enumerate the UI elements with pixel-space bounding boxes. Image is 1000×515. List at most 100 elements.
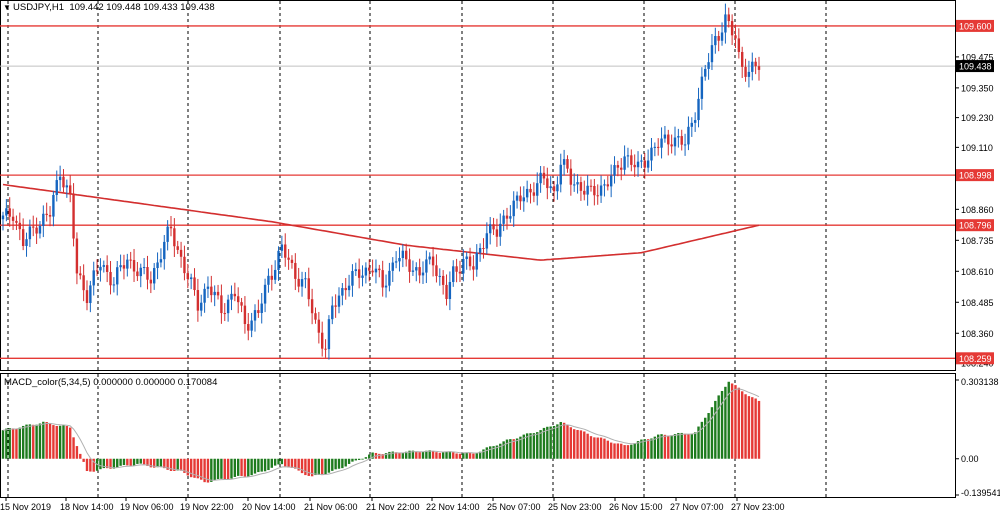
candle-body bbox=[452, 266, 455, 282]
macd-bar bbox=[556, 424, 559, 459]
macd-bar bbox=[616, 443, 620, 459]
macd-bar bbox=[532, 433, 536, 459]
candle-body bbox=[237, 296, 240, 303]
macd-bar bbox=[260, 458, 263, 472]
candle-body bbox=[112, 284, 116, 286]
macd-bar bbox=[569, 427, 573, 459]
macd-bar bbox=[126, 458, 129, 466]
current-price-label: 109.438 bbox=[959, 62, 992, 72]
price-tick-label: 109.475 bbox=[961, 52, 994, 62]
macd-bar bbox=[495, 445, 499, 459]
candles bbox=[1, 3, 761, 360]
candle-body bbox=[253, 310, 257, 321]
candle-body bbox=[226, 299, 230, 314]
macd-bar bbox=[589, 436, 593, 459]
macd-bar bbox=[468, 452, 472, 459]
macd-bar bbox=[730, 383, 734, 459]
candle-body bbox=[99, 266, 102, 271]
macd-bar bbox=[321, 458, 324, 476]
macd-bar bbox=[663, 434, 667, 459]
candle-body bbox=[324, 348, 327, 350]
candle-body bbox=[448, 281, 452, 300]
macd-bar bbox=[445, 451, 448, 459]
candle-body bbox=[341, 288, 344, 296]
macd-bar bbox=[186, 458, 189, 476]
candle-body bbox=[331, 305, 334, 320]
candle-body bbox=[569, 168, 573, 185]
macd-bar bbox=[149, 458, 153, 468]
candle-body bbox=[630, 155, 633, 165]
macd-bar bbox=[102, 458, 105, 469]
candle-body bbox=[687, 126, 690, 145]
candle-body bbox=[45, 213, 48, 216]
candle-body bbox=[411, 270, 415, 272]
macd-tick-label: 0.303138 bbox=[961, 377, 999, 387]
macd-bar bbox=[667, 435, 670, 459]
candle-body bbox=[169, 226, 173, 229]
candle-body bbox=[435, 265, 438, 277]
candle-body bbox=[734, 35, 737, 39]
collapse-arrow-icon[interactable]: ▼ bbox=[3, 3, 11, 12]
macd-bar bbox=[337, 458, 341, 469]
macd-bar bbox=[398, 453, 401, 459]
candle-body bbox=[445, 284, 448, 300]
macd-bar bbox=[418, 452, 421, 459]
macd-bar bbox=[408, 450, 411, 459]
macd-bar bbox=[640, 439, 643, 459]
macd-bar bbox=[714, 400, 717, 459]
candle-body bbox=[421, 272, 425, 276]
macd-bar bbox=[754, 398, 757, 459]
time-label: 19 Nov 06:00 bbox=[120, 502, 174, 512]
macd-bar bbox=[267, 458, 270, 471]
price-tick-label: 109.110 bbox=[961, 143, 993, 153]
candle-body bbox=[156, 262, 159, 269]
macd-bar bbox=[683, 433, 687, 459]
candle-body bbox=[368, 267, 371, 271]
macd-bar bbox=[139, 458, 142, 464]
macd-bar bbox=[411, 450, 415, 459]
macd-bar bbox=[596, 437, 599, 459]
macd-bar bbox=[482, 449, 485, 459]
macd-bar bbox=[233, 458, 237, 477]
macd-bar bbox=[290, 458, 294, 468]
candle-body bbox=[173, 228, 176, 247]
macd-bar bbox=[452, 452, 455, 459]
macd-bar bbox=[92, 458, 95, 472]
candle-body bbox=[549, 186, 552, 189]
macd-bar bbox=[354, 458, 357, 461]
macd-bar bbox=[415, 451, 418, 459]
candle-body bbox=[589, 185, 593, 187]
candle-body bbox=[401, 250, 405, 259]
candle-body bbox=[482, 247, 485, 249]
macd-bar bbox=[472, 453, 475, 459]
time-label: 26 Nov 15:00 bbox=[609, 502, 663, 512]
time-label: 25 Nov 07:00 bbox=[487, 502, 541, 512]
candle-body bbox=[650, 147, 653, 161]
horizontal-levels[interactable] bbox=[0, 25, 955, 359]
candle-body bbox=[139, 267, 142, 277]
candle-body bbox=[489, 224, 492, 234]
candle-body bbox=[441, 275, 445, 285]
time-label: 19 Nov 22:00 bbox=[180, 502, 234, 512]
time-label: 21 Nov 06:00 bbox=[304, 502, 358, 512]
candle-body bbox=[418, 267, 421, 276]
candle-body bbox=[616, 165, 620, 168]
macd-bar bbox=[307, 458, 310, 476]
candle-body bbox=[613, 165, 616, 176]
candle-body bbox=[556, 184, 559, 192]
macd-bar bbox=[206, 458, 210, 483]
macd-bar bbox=[344, 458, 347, 467]
macd-bar bbox=[381, 454, 384, 459]
macd-bar bbox=[613, 443, 616, 459]
macd-bar bbox=[136, 458, 139, 464]
macd-bar bbox=[25, 424, 28, 459]
candle-body bbox=[714, 36, 717, 46]
macd-bar bbox=[549, 426, 552, 459]
macd-bar bbox=[75, 446, 79, 459]
macd-bar bbox=[435, 452, 438, 459]
time-label: 21 Nov 22:00 bbox=[366, 502, 420, 512]
time-label: 27 Nov 23:00 bbox=[731, 502, 785, 512]
candle-body bbox=[186, 273, 189, 280]
candle-body bbox=[15, 220, 18, 223]
